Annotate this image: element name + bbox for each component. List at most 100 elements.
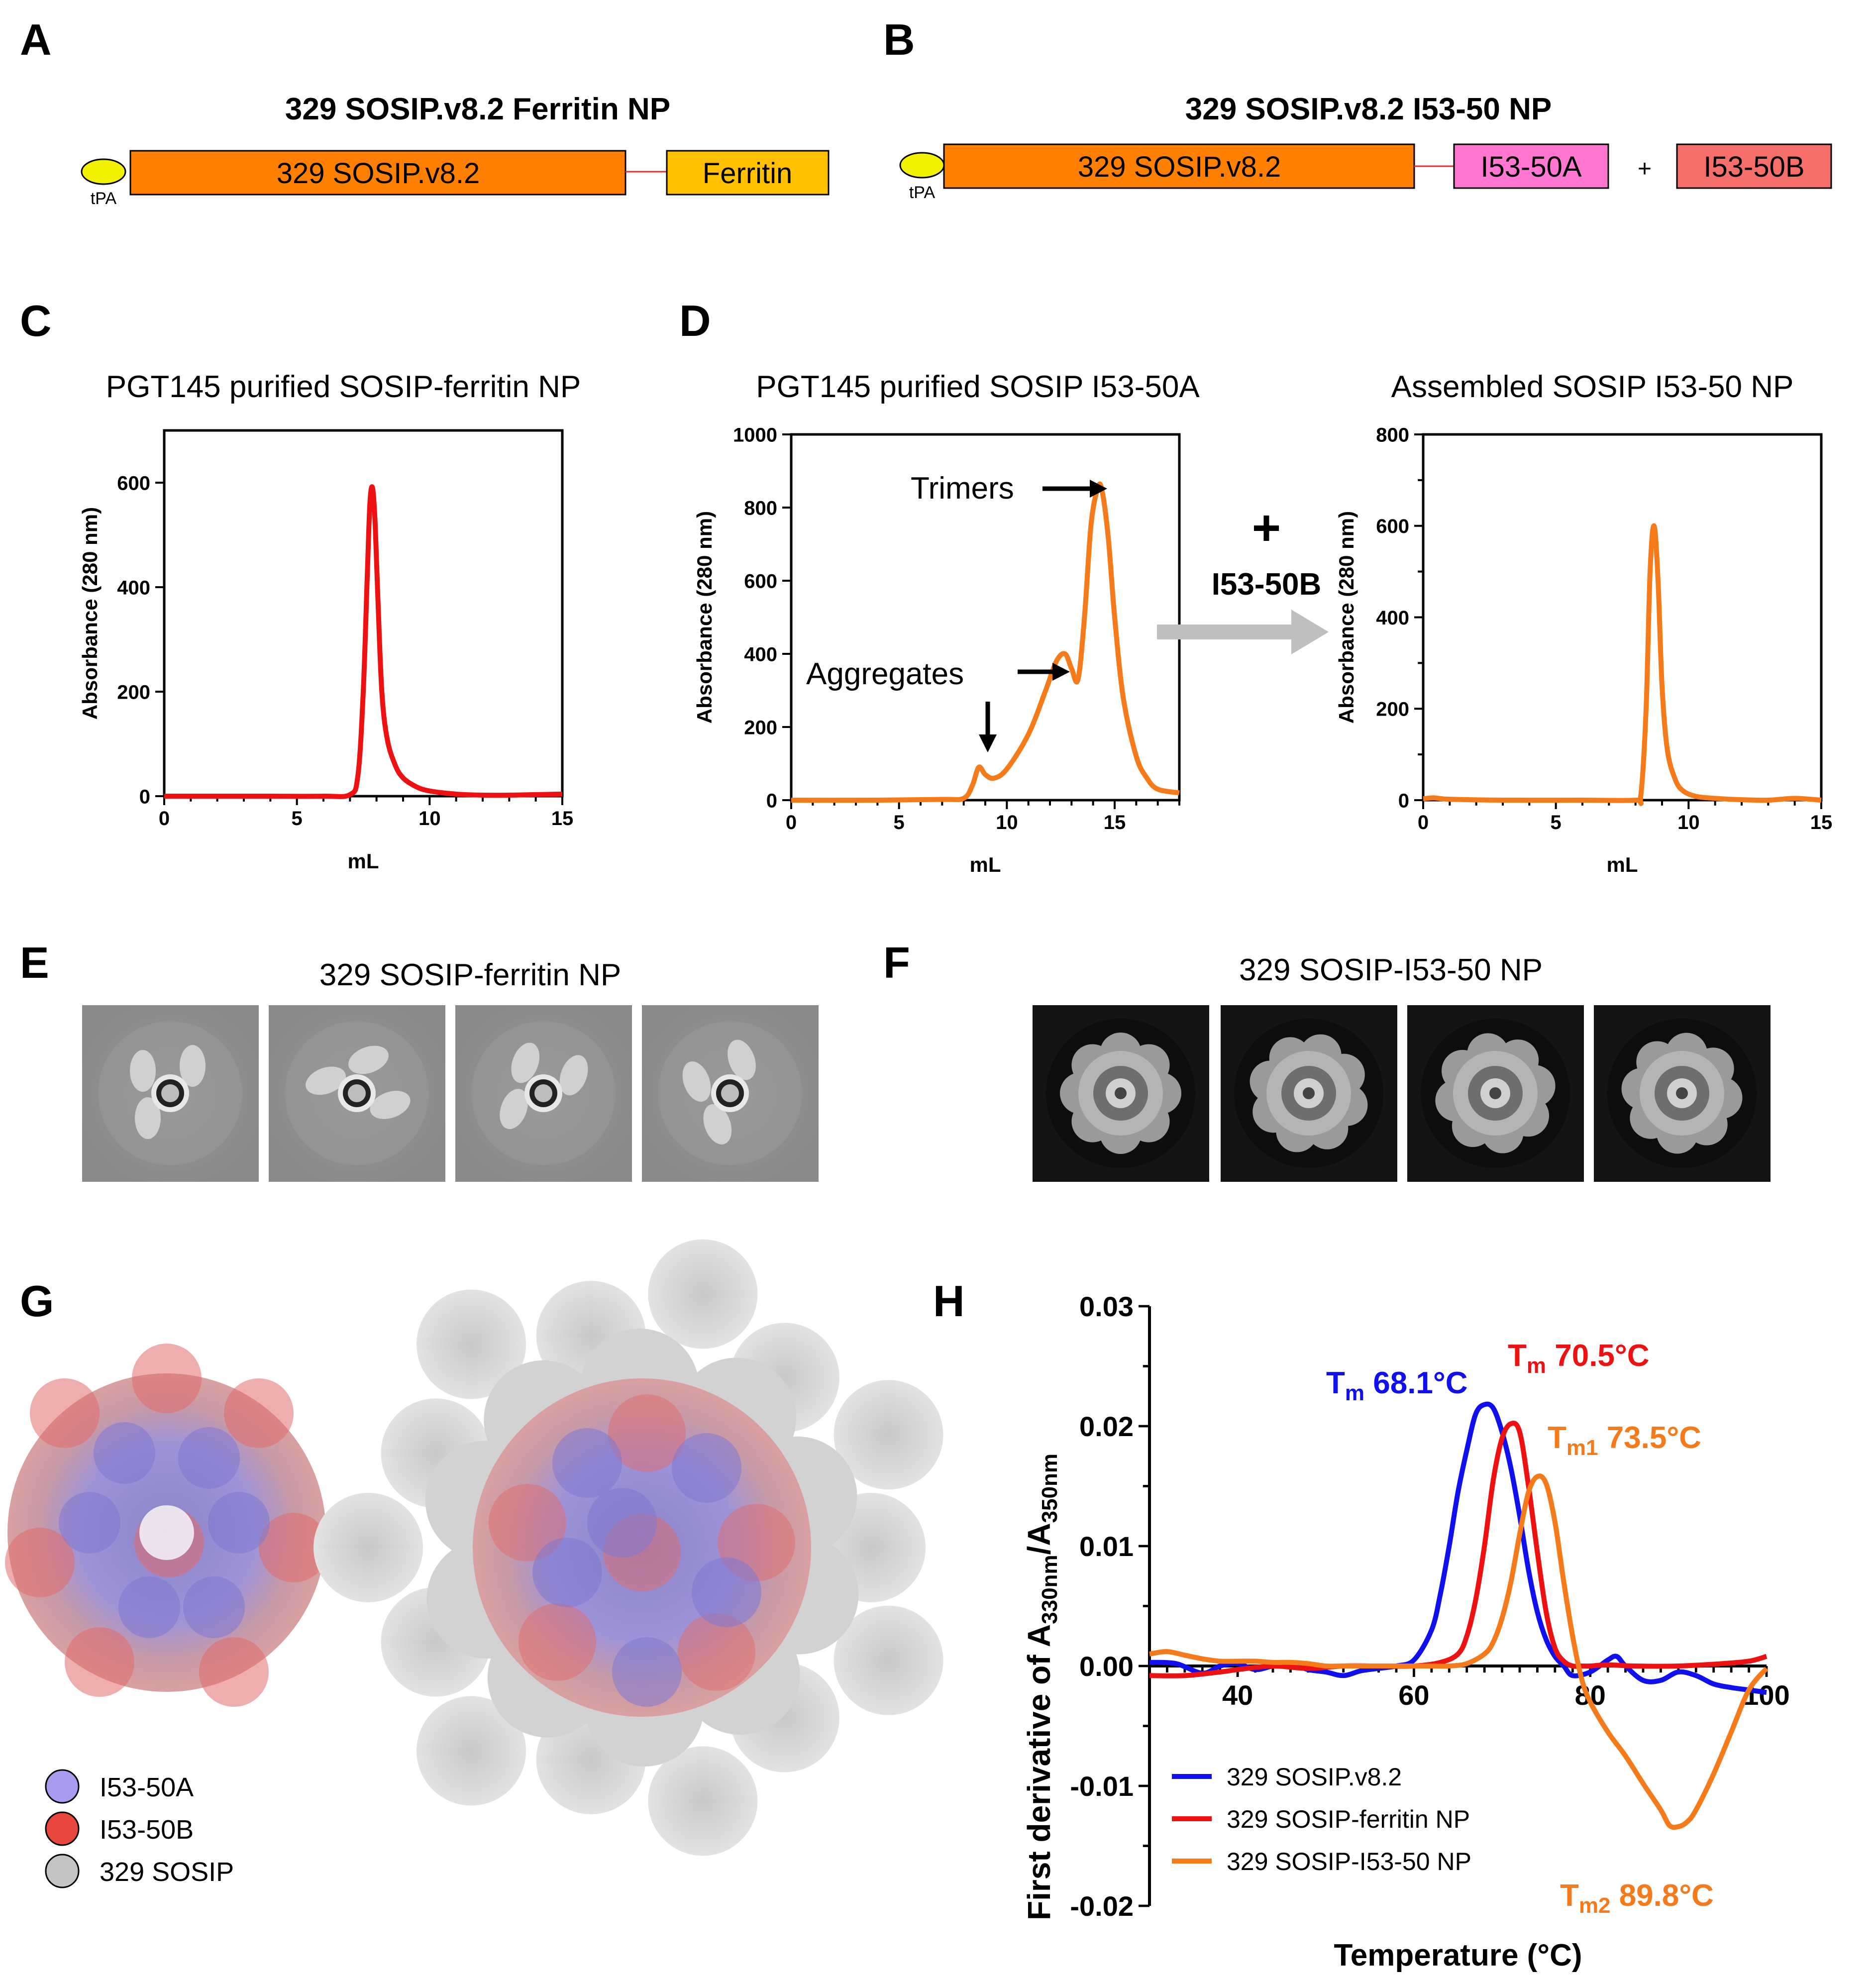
core-pore: [139, 1505, 194, 1560]
panel-e-title: 329 SOSIP-ferritin NP: [319, 958, 621, 992]
trimer-density: [500, 1042, 588, 1130]
x-axis-label: mL: [348, 849, 379, 873]
series-line-sosip-i53-50a: [791, 481, 1180, 803]
i53-50a-density: [532, 1538, 602, 1607]
x-tick-label: 15: [1810, 812, 1833, 833]
x-axis-label: Temperature (°C): [1334, 1938, 1582, 1973]
x-tick-label: 5: [292, 808, 303, 830]
panel-letter-g: G: [20, 1276, 54, 1326]
i53-50a-density: [118, 1576, 180, 1638]
chart-d1-title: PGT145 purified SOSIP I53-50A: [756, 370, 1200, 404]
panel-d: D PGT145 purified SOSIP I53-50A 0 5 10 15 0 2…: [679, 296, 1832, 876]
legend-label: 329 SOSIP-I53-50 NP: [1227, 1848, 1471, 1875]
i53-50a-density: [552, 1428, 622, 1498]
i53-50a-density: [208, 1492, 270, 1554]
trimers-label: Trimers: [911, 471, 1014, 506]
trimer-blob: [682, 1061, 711, 1102]
tpa-signal-icon: [81, 158, 126, 185]
class-average-image: [642, 1005, 819, 1182]
panel-letter-h: H: [933, 1276, 965, 1326]
class-average-image: [1407, 1005, 1584, 1182]
x-tick-label: 10: [418, 808, 441, 830]
trimer-blob: [559, 1055, 588, 1096]
x-axis-label: mL: [1607, 853, 1638, 876]
i53-50a-density: [692, 1558, 761, 1627]
i53-50a-box-label: I53-50A: [1480, 151, 1581, 183]
class-average-image: [82, 1005, 259, 1182]
i53-50b-density: [608, 1394, 686, 1472]
y-tick-label: 600: [117, 472, 150, 494]
i53-50b-density: [30, 1378, 100, 1448]
tpa-signal-icon: [899, 152, 945, 179]
i53-50b-density: [5, 1528, 75, 1597]
y-tick-label: 600: [1376, 516, 1409, 537]
x-tick-label: 15: [1104, 812, 1126, 833]
sosip-trimer: [834, 1605, 943, 1715]
y-tick-label: 200: [744, 717, 777, 738]
y-tick-label: 400: [744, 643, 777, 665]
x-axis-label: mL: [970, 853, 1001, 876]
trimer-blob: [306, 1066, 346, 1095]
y-tick-label: -0.02: [1070, 1890, 1134, 1922]
ferritin-2d-class-averages: [82, 1005, 819, 1182]
y-tick-label: 0.01: [1079, 1531, 1134, 1562]
x-tick-label: 5: [1551, 812, 1562, 833]
trimer-blob: [703, 1104, 732, 1144]
trimer-blob: [180, 1045, 206, 1087]
x-tick-label: 10: [1677, 812, 1700, 833]
x-tick-label: 15: [551, 808, 574, 830]
plot-frame: [1422, 433, 1823, 802]
chart-c: 0 5 10 15 0 200 400 600 mL Absorbance (280 nm): [78, 429, 574, 873]
trimer-blob: [728, 1040, 756, 1080]
ferritin-box: [666, 150, 830, 196]
trimer-blob: [135, 1097, 161, 1139]
y-tick-label: 0.03: [1079, 1291, 1134, 1322]
cryo-em-structures: [5, 1239, 943, 1856]
i53-50a-density: [59, 1492, 120, 1554]
trimers-arrow-head: [1090, 480, 1107, 498]
panel-a: A 329 SOSIP.v8.2 Ferritin NP tPA 329 SOS…: [20, 15, 830, 208]
x-tick-label: 5: [894, 812, 905, 833]
panel-g: G I53-50A I53-50B 329 SOSIP: [5, 1239, 943, 1888]
chart-d2-title: Assembled SOSIP I53-50 NP: [1391, 370, 1794, 404]
tm-annotation-ferritin: Tm 70.5°C: [1508, 1339, 1649, 1378]
trimer-blob: [370, 1091, 411, 1119]
y-tick-label: 400: [117, 577, 150, 599]
y-tick-label: 0.02: [1079, 1411, 1134, 1442]
legend-swatch-329-sosip: [45, 1854, 80, 1888]
chart-d2: 0 5 10 15 0 200 400 600 800 mL Absorbance (280 nm): [1335, 424, 1832, 876]
y-tick-label: 800: [744, 497, 777, 519]
gray-arrow-head: [1291, 610, 1329, 654]
y-tick-label: 200: [1376, 699, 1409, 721]
sosip-box-label: 329 SOSIP.v8.2: [1078, 151, 1281, 183]
legend-label: 329 SOSIP-ferritin NP: [1227, 1805, 1470, 1833]
chart-d1: 0 5 10 15 0 200 400 600 800 1000 mL Absorbance (280…: [693, 424, 1181, 876]
chart-h-ylabel: First derivative of A330nm/A350nm: [1021, 1454, 1062, 1920]
sosip-box-label: 329 SOSIP.v8.2: [277, 157, 480, 190]
series-line-sosip-ferritin-np: [164, 484, 563, 799]
y-tick-label: 800: [1376, 424, 1409, 446]
plus-sign: +: [1638, 156, 1652, 182]
panel-letter-f: F: [883, 938, 910, 987]
y-axis-label: Absorbance (280 nm): [78, 507, 102, 720]
x-tick-label: 0: [786, 812, 797, 833]
i53-50a-density: [94, 1422, 155, 1484]
legend-label-329-sosip: 329 SOSIP: [100, 1857, 234, 1887]
x-tick-label: 0: [1418, 812, 1429, 833]
chart-h: 40 60 80 100-0.02-0.010.000.010.020.03Tempe…: [1070, 1291, 1789, 1973]
legend-label-i53-50a: I53-50A: [100, 1772, 194, 1802]
tpa-label: tPA: [909, 183, 936, 202]
sosip-trimer: [417, 1289, 526, 1399]
series-line-329-sosip-ferritin-np: [1149, 1421, 1768, 1678]
series-line-sosip-i53-50-np: [1423, 523, 1822, 806]
ferritin-core-center: [348, 1084, 366, 1102]
i53-50b-box: [1676, 143, 1832, 189]
panel-letter-e: E: [20, 938, 49, 987]
class-average-image: [1594, 1005, 1771, 1182]
x-tick-label: 0: [159, 808, 170, 830]
chart-c-title: PGT145 purified SOSIP-ferritin NP: [106, 370, 581, 404]
ferritin-core-center: [534, 1084, 552, 1102]
y-tick-label: 600: [744, 570, 777, 592]
